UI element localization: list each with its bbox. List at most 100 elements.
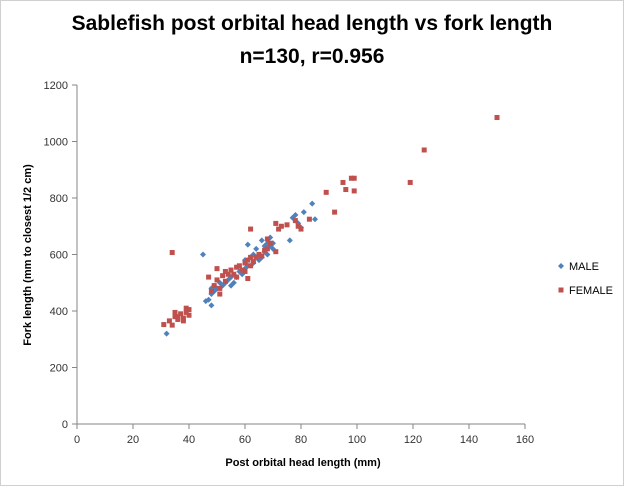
data-point-male [258,237,265,244]
data-point-female [298,226,304,232]
x-tick-label: 0 [74,434,80,446]
legend: MALE FEMALE [558,261,613,297]
data-point-female [220,273,226,279]
data-point-male [163,330,170,337]
data-point-female [217,291,223,297]
data-point-female [278,223,284,229]
data-point-female [214,277,220,283]
data-point-female [206,274,212,280]
data-point-male [200,251,206,258]
data-point-female [178,311,184,317]
tick-labels: 0 20 40 60 80 100 120 140 160 0 200 400 600 800 1000 12… [44,80,535,446]
data-point-female [166,318,172,324]
data-point-male [205,296,212,303]
data-point-female [343,187,349,193]
x-tick-label: 160 [516,434,534,446]
data-point-female [276,226,282,232]
y-axis-label: Fork length (mm to closest 1/2 cm) [22,164,34,346]
data-point-female [256,252,262,257]
data-point-male [300,209,307,216]
data-point-male [286,237,293,244]
data-point-female [292,218,298,224]
axes [72,84,526,429]
data-point-female [253,254,259,260]
data-point-female [169,250,175,256]
data-point-female [175,314,181,320]
legend-label-female: FEMALE [569,285,613,297]
data-point-female [172,309,178,315]
y-tick-label: 200 [50,363,68,375]
data-points [161,114,500,337]
data-point-female [228,267,234,273]
data-point-female [183,309,189,315]
data-point-female [421,147,427,153]
data-point-female [264,236,270,242]
y-tick-label: 1000 [44,137,68,149]
x-tick-label: 20 [127,434,139,446]
data-point-female [248,226,254,232]
data-point-female [161,322,167,328]
x-tick-label: 40 [183,434,195,446]
data-point-female [245,257,251,263]
data-point-female [234,274,240,280]
data-point-female [222,268,228,274]
data-point-female [323,189,329,195]
data-point-female [248,254,254,260]
data-point-female [222,278,228,284]
y-tick-label: 600 [50,250,68,262]
data-point-female [494,114,500,120]
data-point-female [225,271,231,277]
data-point-female [234,264,240,270]
data-point-female [259,253,265,259]
chart-title: Sablefish post orbital head length vs fo… [71,12,553,35]
data-point-female [217,285,223,291]
data-point-female [236,263,242,269]
data-point-female [231,271,237,277]
data-point-female [186,307,192,313]
data-point-male [244,241,251,248]
data-point-male [292,211,299,218]
y-tick-label: 400 [50,306,68,318]
data-point-female [407,179,413,185]
data-point-female [172,314,178,320]
data-point-female [348,175,354,181]
x-tick-label: 60 [239,434,251,446]
data-point-female [245,276,251,282]
x-tick-label: 120 [404,434,422,446]
data-point-female [284,222,290,228]
chart-subtitle: n=130, r=0.956 [239,45,385,68]
legend-label-male: MALE [569,261,599,273]
legend-marker-male [558,263,564,269]
x-tick-label: 80 [295,434,307,446]
data-point-male [208,302,215,309]
data-point-male [264,251,271,258]
data-point-male [312,216,318,223]
data-point-male [230,279,237,286]
data-point-female [267,240,273,246]
legend-marker-female [558,287,564,293]
data-point-female [351,188,357,194]
data-point-female [242,268,248,274]
x-tick-label: 140 [460,434,478,446]
data-point-female [273,220,279,226]
data-point-female [180,315,186,321]
data-point-female [273,249,279,255]
data-point-female [332,209,338,215]
y-tick-label: 800 [50,193,68,205]
data-point-female [208,288,214,294]
data-point-female [169,322,175,328]
data-point-female [211,283,217,289]
data-point-female [180,318,186,324]
data-point-female [242,260,248,266]
data-point-female [295,223,301,229]
x-tick-label: 100 [348,434,366,446]
data-point-female [186,312,192,318]
x-axis-label: Post orbital head length (mm) [225,457,381,469]
data-point-female [248,263,254,269]
data-point-female [340,179,346,185]
data-point-female [214,266,220,272]
series-female [161,114,500,328]
y-tick-label: 1200 [44,80,68,92]
